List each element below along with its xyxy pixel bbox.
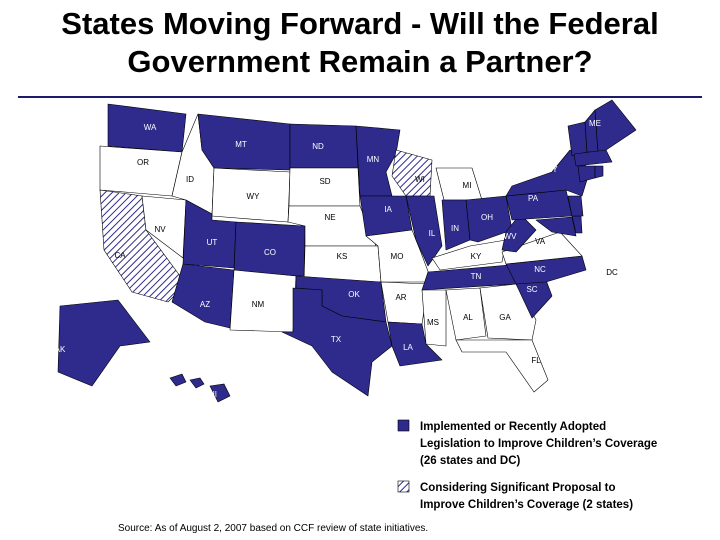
state-label: NJ [622,204,632,213]
state-label: CO [264,248,276,257]
state-label: UT [207,238,218,247]
state-label: AL [463,313,473,322]
state-label: OR [137,158,149,167]
state [387,321,443,367]
state [594,99,637,153]
state [197,113,291,171]
state [465,195,513,243]
state-label: NC [534,265,546,274]
state [479,283,537,341]
state-label: AZ [200,300,210,309]
state [501,231,583,265]
state-label: MT [235,140,247,149]
state-label: DE [598,227,609,236]
state [577,165,596,183]
state [535,216,577,237]
legend-text: Improve Children’s Coverage (2 states) [420,499,633,511]
state [171,263,235,329]
state-label: TN [471,272,482,281]
legend-text: Implemented or Recently Adopted [420,421,606,433]
legend-swatch [397,480,410,493]
state-label: IA [384,205,392,214]
state-label: AK [55,345,66,354]
state-label: GA [499,313,511,322]
us-map: WA OR CA NV ID MT WY UT CO AZ NM ND SD NE KS OK TX MN IA MO… [55,99,642,403]
state [405,195,443,267]
state-label: CT [615,191,626,200]
state [99,145,183,197]
state [289,123,359,169]
legend-text: (26 states and DC) [420,455,521,467]
state-label: OK [348,290,360,299]
state-label: WA [144,123,157,132]
state [421,289,447,347]
state-island [209,383,231,403]
state-label: MD [616,247,629,256]
state-label: NM [252,300,265,309]
state-label: MI [463,181,472,190]
state-label: ND [312,142,324,151]
state-label: VA [535,237,546,246]
state-label: VT [533,112,543,121]
state-label: NY [546,165,558,174]
state [57,299,151,387]
state-label: SD [319,177,330,186]
state-label: IL [429,229,436,238]
state-label: MO [391,252,404,261]
title: States Moving Forward - Will the Federal… [61,6,658,79]
state-label: RI [627,181,635,190]
state [359,195,413,237]
state-label: KY [471,252,482,261]
state-label: WY [247,192,261,201]
state-label: LA [403,343,413,352]
state-label: FL [531,356,541,365]
title-line: Government Remain a Partner? [127,44,592,79]
state-label: NH [559,100,571,109]
state [445,287,487,341]
state-label: PA [528,194,539,203]
state-label: IN [451,224,459,233]
state-label: DC [606,268,618,277]
legend-swatch [397,419,410,432]
state-label: MN [367,155,380,164]
state-island [189,377,205,389]
state-label: WI [415,175,425,184]
state [288,167,361,207]
state [391,149,433,197]
state-label: AR [395,293,406,302]
state [594,165,604,179]
state-label: TX [331,335,342,344]
state-label: SC [526,285,537,294]
state-label: ID [186,175,194,184]
state [169,373,187,387]
source-note: Source: As of August 2, 2007 based on CC… [118,523,428,534]
state [431,239,507,271]
title-line: States Moving Forward - Will the Federal [61,6,658,41]
legend-text: Considering Significant Proposal to [420,482,616,494]
state-label: OH [481,213,493,222]
state [567,195,584,217]
state [455,339,549,393]
state-label: WV [504,232,518,241]
state [435,167,483,201]
legend: Implemented or Recently Adopted Legislati… [397,419,657,511]
state-label: CA [114,251,126,260]
state [281,287,393,397]
state [380,281,429,325]
state-label: MS [427,318,439,327]
state-label: KS [337,252,348,261]
state-label: NV [154,225,166,234]
state-label: ME [589,119,601,128]
state-label: NE [324,213,335,222]
state [573,149,613,167]
legend-text: Legislation to Improve Children’s Covera… [420,438,657,450]
state [505,149,591,197]
state-label: MA [629,155,642,164]
state-label: HI [209,390,217,399]
